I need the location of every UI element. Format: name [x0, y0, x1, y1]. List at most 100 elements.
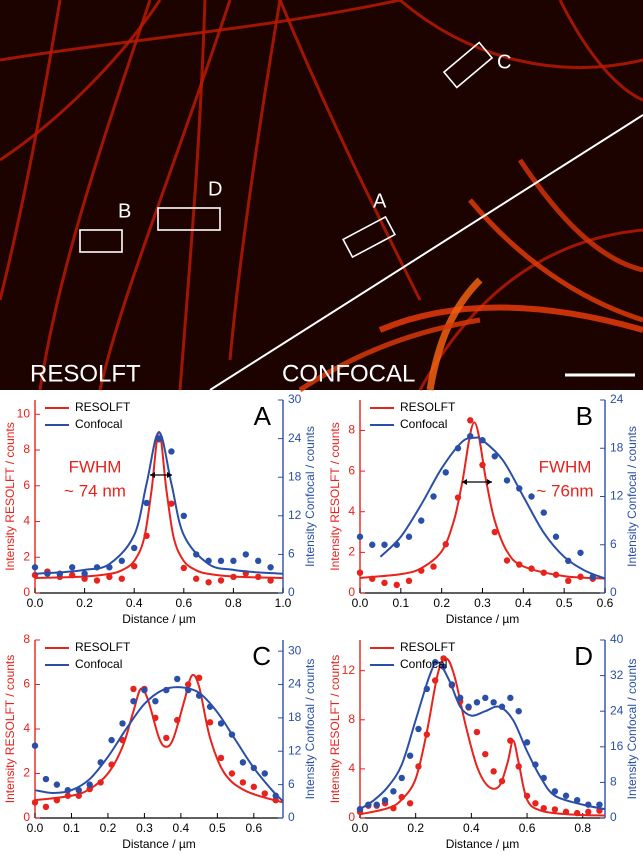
y2-axis-label: Intensity Confocal / counts: [303, 426, 317, 567]
annotation: ~ 74 nm: [64, 481, 126, 500]
y2-tick-label: 18: [288, 469, 302, 483]
x-tick-label: 0.6: [245, 821, 262, 835]
x-tick-label: 0.3: [474, 596, 491, 610]
data-point: [174, 676, 180, 682]
y-axis-label: Intensity RESOLFT / counts: [328, 422, 342, 571]
y-tick-label: 8: [348, 423, 355, 437]
data-point: [43, 776, 49, 782]
x-tick-label: 0.2: [407, 821, 424, 835]
data-point: [467, 417, 473, 423]
roi-label: C: [497, 51, 511, 73]
data-point: [399, 775, 405, 781]
legend-label: RESOLFT: [75, 640, 131, 654]
y2-tick-label: 24: [288, 431, 302, 445]
y-tick-label: 0: [23, 585, 30, 599]
legend-label: RESOLFT: [75, 400, 131, 414]
data-point: [218, 558, 224, 564]
data-point: [490, 768, 496, 774]
data-point: [430, 563, 436, 569]
y2-tick-label: 18: [610, 440, 624, 454]
y2-tick-label: 30: [288, 643, 302, 657]
x-tick-label: 0.3: [136, 821, 153, 835]
data-point: [163, 735, 169, 741]
x-axis-label: Distance / µm: [122, 612, 196, 626]
data-point: [193, 576, 199, 582]
data-point: [430, 493, 436, 499]
data-point: [119, 720, 125, 726]
data-point: [43, 804, 49, 810]
data-point: [69, 564, 75, 570]
data-point: [407, 800, 413, 806]
y2-tick-label: 0: [288, 810, 295, 824]
data-point: [240, 759, 246, 765]
annotation: FWHM: [539, 457, 592, 476]
data-point: [205, 579, 211, 585]
chart-panel: 0.00.10.20.30.40.50.6024680612182430Dist…: [3, 632, 317, 851]
y-tick-label: 0: [348, 810, 355, 824]
data-point: [563, 793, 569, 799]
y2-tick-label: 18: [288, 710, 302, 724]
y2-tick-label: 24: [610, 392, 624, 406]
figure: RESOLFT CONFOCAL A B C D 0.00.20.40.60.8…: [0, 0, 643, 855]
y-tick-label: 12: [342, 663, 356, 677]
x-axis-label: Distance / µm: [446, 837, 520, 851]
y2-tick-label: 6: [288, 777, 295, 791]
annotation: FWHM: [69, 457, 122, 476]
y-tick-label: 6: [23, 677, 30, 691]
x-tick-label: 0.1: [392, 596, 409, 610]
x-tick-label: 0.8: [574, 821, 591, 835]
data-point: [143, 500, 149, 506]
fit-line: [360, 662, 605, 809]
data-point: [81, 571, 87, 577]
data-point: [119, 576, 125, 582]
data-point: [577, 550, 583, 556]
data-point: [131, 545, 137, 551]
data-point: [406, 534, 412, 540]
data-point: [381, 580, 387, 586]
data-point: [255, 558, 261, 564]
y2-tick-label: 12: [288, 743, 302, 757]
x-tick-label: 0.4: [126, 596, 143, 610]
legend-label: RESOLFT: [400, 640, 456, 654]
x-tick-label: 0.5: [556, 596, 573, 610]
data-point: [152, 698, 158, 704]
data-point: [482, 695, 488, 701]
y2-axis-label: Intensity Confocal / counts: [303, 659, 317, 800]
x-tick-label: 0.4: [173, 821, 190, 835]
data-point: [218, 577, 224, 583]
y2-tick-label: 0: [610, 810, 617, 824]
y-axis-label: Intensity RESOLFT / counts: [3, 422, 17, 571]
data-point: [532, 800, 538, 806]
x-tick-label: 0.6: [175, 596, 192, 610]
y-tick-label: 2: [348, 545, 355, 559]
y2-tick-label: 6: [610, 537, 617, 551]
data-point: [357, 569, 363, 575]
y-tick-label: 2: [23, 549, 30, 563]
data-point: [87, 781, 93, 787]
data-point: [381, 542, 387, 548]
data-point: [267, 564, 273, 570]
data-point: [474, 729, 480, 735]
data-point: [108, 737, 114, 743]
y-tick-label: 0: [23, 810, 30, 824]
data-point: [507, 695, 513, 701]
fit-line: [35, 687, 283, 801]
y2-tick-label: 32: [610, 668, 624, 682]
data-point: [32, 742, 38, 748]
data-point: [369, 542, 375, 548]
y-tick-label: 4: [348, 504, 355, 518]
legend-label: Confocal: [75, 417, 122, 431]
data-point: [32, 564, 38, 570]
x-tick-label: 0.2: [76, 596, 93, 610]
legend-label: Confocal: [75, 657, 122, 671]
image-label: RESOLFT: [30, 360, 141, 387]
y2-tick-label: 30: [288, 392, 302, 406]
y-axis-label: Intensity RESOLFT / counts: [3, 655, 17, 804]
data-point: [181, 513, 187, 519]
y2-tick-label: 0: [288, 585, 295, 599]
roi-label: B: [118, 200, 131, 222]
x-tick-label: 0.4: [515, 596, 532, 610]
y2-axis-label: Intensity Confocal / counts: [625, 659, 639, 800]
data-point: [374, 801, 380, 807]
